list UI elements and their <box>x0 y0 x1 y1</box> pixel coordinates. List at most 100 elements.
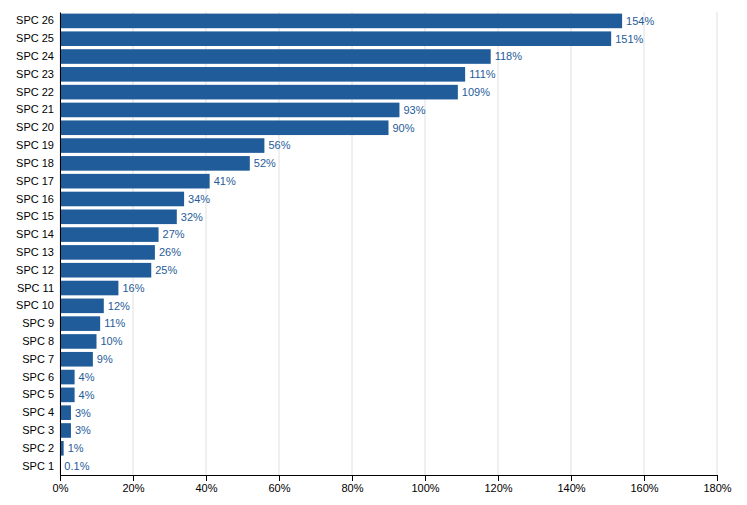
bar <box>60 405 71 420</box>
tick: 80% <box>341 475 363 494</box>
data-label: 10% <box>101 335 123 347</box>
tick-label: 180% <box>703 482 731 494</box>
tick: 0% <box>53 475 69 494</box>
bar <box>60 192 184 207</box>
tick: 120% <box>484 475 512 494</box>
tick-label: SPC 16 <box>16 193 54 205</box>
tick: 20% <box>122 475 144 494</box>
tick-label: SPC 3 <box>22 424 54 436</box>
tick-mark <box>133 475 134 481</box>
bar <box>60 352 93 367</box>
tick: 160% <box>630 475 658 494</box>
tick: SPC 4 <box>22 406 60 418</box>
tick: SPC 13 <box>16 246 60 258</box>
bar <box>60 299 104 314</box>
tick-label: SPC 22 <box>16 86 54 98</box>
tick-label: SPC 8 <box>22 335 54 347</box>
data-label: 3% <box>75 407 91 419</box>
tick-label: 140% <box>557 482 585 494</box>
tick: 60% <box>268 475 290 494</box>
tick-label: SPC 14 <box>16 228 54 240</box>
tick: SPC 26 <box>16 14 60 26</box>
tick-label: SPC 25 <box>16 32 54 44</box>
tick-label: SPC 9 <box>22 317 54 329</box>
tick: SPC 16 <box>16 193 60 205</box>
grid-line <box>717 12 718 475</box>
data-label: 41% <box>214 175 236 187</box>
bar <box>60 14 622 29</box>
axis-line <box>60 13 61 476</box>
tick-label: SPC 17 <box>16 175 54 187</box>
grid <box>60 12 717 475</box>
data-label: 109% <box>462 86 490 98</box>
tick: SPC 15 <box>16 210 60 222</box>
tick: SPC 9 <box>22 317 60 329</box>
tick-label: 160% <box>630 482 658 494</box>
tick-label: SPC 13 <box>16 246 54 258</box>
grid-line <box>498 12 499 475</box>
bar <box>60 174 210 189</box>
data-label: 16% <box>122 282 144 294</box>
data-label: 1% <box>68 442 84 454</box>
bar <box>60 316 100 331</box>
tick: 40% <box>195 475 217 494</box>
bar <box>60 85 458 100</box>
tick: SPC 1 <box>22 460 60 472</box>
bar <box>60 120 389 135</box>
data-label: 32% <box>181 211 203 223</box>
tick-label: SPC 12 <box>16 264 54 276</box>
tick-label: 120% <box>484 482 512 494</box>
bar <box>60 156 250 171</box>
tick-mark <box>352 475 353 481</box>
tick-label: SPC 1 <box>22 460 54 472</box>
data-label: 56% <box>268 139 290 151</box>
tick-label: 60% <box>268 482 290 494</box>
tick-label: 40% <box>195 482 217 494</box>
tick: SPC 10 <box>16 299 60 311</box>
tick-label: 20% <box>122 482 144 494</box>
tick: SPC 14 <box>16 228 60 240</box>
axis-line <box>61 476 718 482</box>
bar <box>60 67 465 82</box>
tick-mark <box>60 475 61 481</box>
tick: SPC 24 <box>16 50 60 62</box>
data-label: 4% <box>79 389 95 401</box>
bar <box>60 138 264 153</box>
tick-label: SPC 2 <box>22 442 54 454</box>
bar <box>60 245 155 260</box>
data-label: 26% <box>159 246 181 258</box>
data-label: 90% <box>393 122 415 134</box>
bar <box>60 423 71 438</box>
tick-label: 100% <box>411 482 439 494</box>
tick: SPC 11 <box>17 282 60 294</box>
tick-mark <box>279 475 280 481</box>
tick: SPC 17 <box>16 175 60 187</box>
data-label: 3% <box>75 424 91 436</box>
tick-label: SPC 15 <box>16 210 54 222</box>
tick: SPC 3 <box>22 424 60 436</box>
data-label: 52% <box>254 157 276 169</box>
tick: SPC 25 <box>16 32 60 44</box>
data-label: 151% <box>615 33 643 45</box>
tick-label: SPC 4 <box>22 406 54 418</box>
tick: SPC 19 <box>16 139 60 151</box>
bar <box>60 103 399 118</box>
tick-label: SPC 20 <box>16 121 54 133</box>
bar <box>60 31 611 46</box>
tick-label: SPC 10 <box>16 299 54 311</box>
plot: 154%151%118%111%109%93%90%56%52%41%34%32… <box>16 12 732 494</box>
tick: SPC 6 <box>22 371 60 383</box>
data-label: 11% <box>104 317 125 329</box>
bar <box>60 49 491 64</box>
data-label: 0.1% <box>64 460 89 472</box>
tick: SPC 20 <box>16 121 60 133</box>
grid-line <box>60 12 61 475</box>
tick-mark <box>498 475 499 481</box>
data-label: 118% <box>495 50 523 62</box>
data-label: 12% <box>108 300 130 312</box>
tick: 100% <box>411 475 439 494</box>
data-label: 34% <box>188 193 210 205</box>
grid-line <box>571 12 572 475</box>
tick-label: SPC 24 <box>16 50 54 62</box>
tick-label: SPC 26 <box>16 14 54 26</box>
